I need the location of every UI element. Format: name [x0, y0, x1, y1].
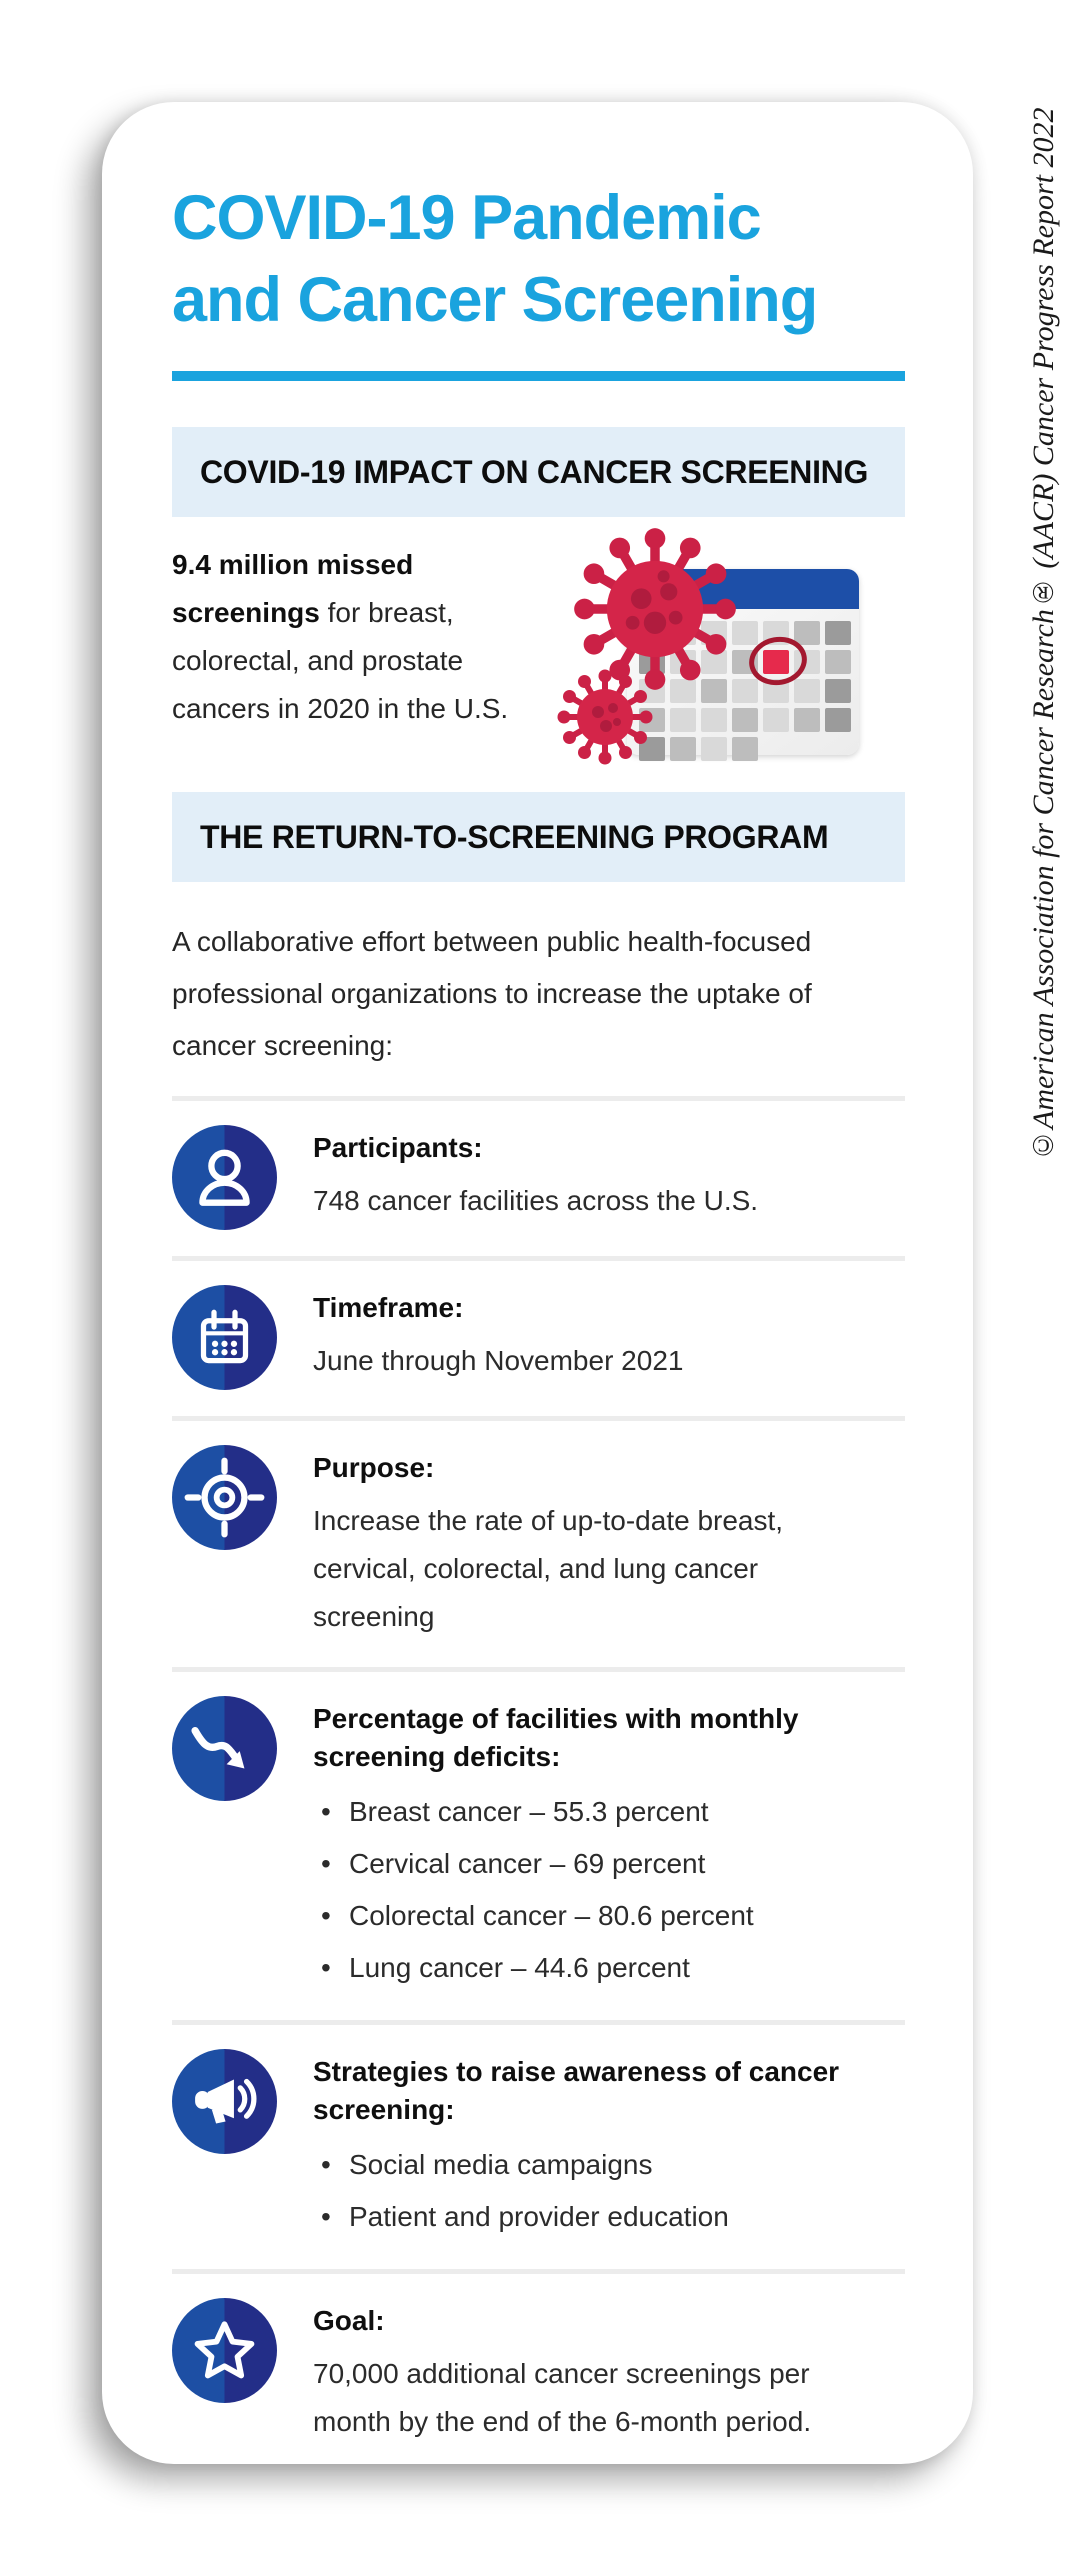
list-item: Patient and provider education — [313, 2191, 873, 2243]
list-item: Colorectal cancer – 80.6 percent — [313, 1890, 873, 1942]
person-icon — [172, 1125, 277, 1230]
item-text: Increase the rate of up-to-date breast, … — [313, 1505, 784, 1632]
list-item: Breast cancer – 55.3 percent — [313, 1786, 873, 1838]
page-title-line2: and Cancer Screening — [172, 265, 818, 335]
copyright-vertical-text: ©American Association for Cancer Researc… — [1027, 107, 1060, 1162]
item-text: June through November 2021 — [313, 1345, 684, 1376]
page-title-line1: COVID-19 Pandemic — [172, 183, 762, 253]
list-item-purpose: Purpose: Increase the rate of up-to-date… — [172, 1416, 905, 1667]
infographic-card: COVID-19 Pandemic and Cancer Screening C… — [102, 102, 973, 2464]
page-title: COVID-19 Pandemic and Cancer Screening — [172, 177, 905, 341]
list-item-goal: Goal: 70,000 additional cancer screening… — [172, 2269, 905, 2472]
section-header-program: THE RETURN-TO-SCREENING PROGRAM — [172, 792, 905, 882]
target-icon — [172, 1445, 277, 1550]
list-item-screening-deficits: Percentage of facilities with monthly sc… — [172, 1667, 905, 2020]
list-item-strategies: Strategies to raise awareness of cancer … — [172, 2020, 905, 2269]
item-label: Timeframe: — [313, 1292, 464, 1323]
item-label: Goal: — [313, 2305, 385, 2336]
coronavirus-calendar-illustration — [557, 528, 865, 776]
impact-stat-rest: for breast, colorectal, and prostate can… — [172, 597, 509, 724]
trend-down-icon — [172, 1696, 277, 1801]
item-label: Participants: — [313, 1132, 483, 1163]
program-items-list: Participants: 748 cancer facilities acro… — [172, 1096, 905, 2472]
section-header-program-label: THE RETURN-TO-SCREENING PROGRAM — [200, 818, 829, 855]
section-header-impact: COVID-19 IMPACT ON CANCER SCREENING — [172, 427, 905, 517]
calendar-icon — [172, 1285, 277, 1390]
list-item-timeframe: Timeframe: June through November 2021 — [172, 1256, 905, 1416]
item-label: Purpose: — [313, 1452, 435, 1483]
strategies-bullet-list: Social media campaigns Patient and provi… — [313, 2139, 873, 2243]
deficit-bullet-list: Breast cancer – 55.3 percent Cervical ca… — [313, 1786, 873, 1994]
impact-stat-text: 9.4 million missed screenings for breast… — [172, 541, 522, 733]
item-text: 748 cancer facilities across the U.S. — [313, 1185, 759, 1216]
star-icon — [172, 2298, 277, 2403]
item-text: 70,000 additional cancer screenings per … — [313, 2358, 812, 2437]
list-item: Social media campaigns — [313, 2139, 873, 2191]
coronavirus-icon-small — [557, 669, 653, 765]
program-intro-text: A collaborative effort between public he… — [172, 926, 812, 1061]
megaphone-icon — [172, 2049, 277, 2154]
section-header-impact-label: COVID-19 IMPACT ON CANCER SCREENING — [200, 453, 869, 490]
item-label: Strategies to raise awareness of cancer … — [313, 2056, 840, 2125]
title-underline — [172, 371, 905, 381]
list-item-participants: Participants: 748 cancer facilities acro… — [172, 1096, 905, 1256]
impact-stat-bold: 9.4 million missed screenings — [172, 549, 414, 628]
list-item: Cervical cancer – 69 percent — [313, 1838, 873, 1890]
marked-day-cell — [763, 650, 789, 674]
impact-stat-row: 9.4 million missed screenings for breast… — [172, 528, 905, 776]
coronavirus-icon — [574, 528, 736, 690]
item-label: Percentage of facilities with monthly sc… — [313, 1703, 799, 1772]
list-item: Lung cancer – 44.6 percent — [313, 1942, 873, 1994]
